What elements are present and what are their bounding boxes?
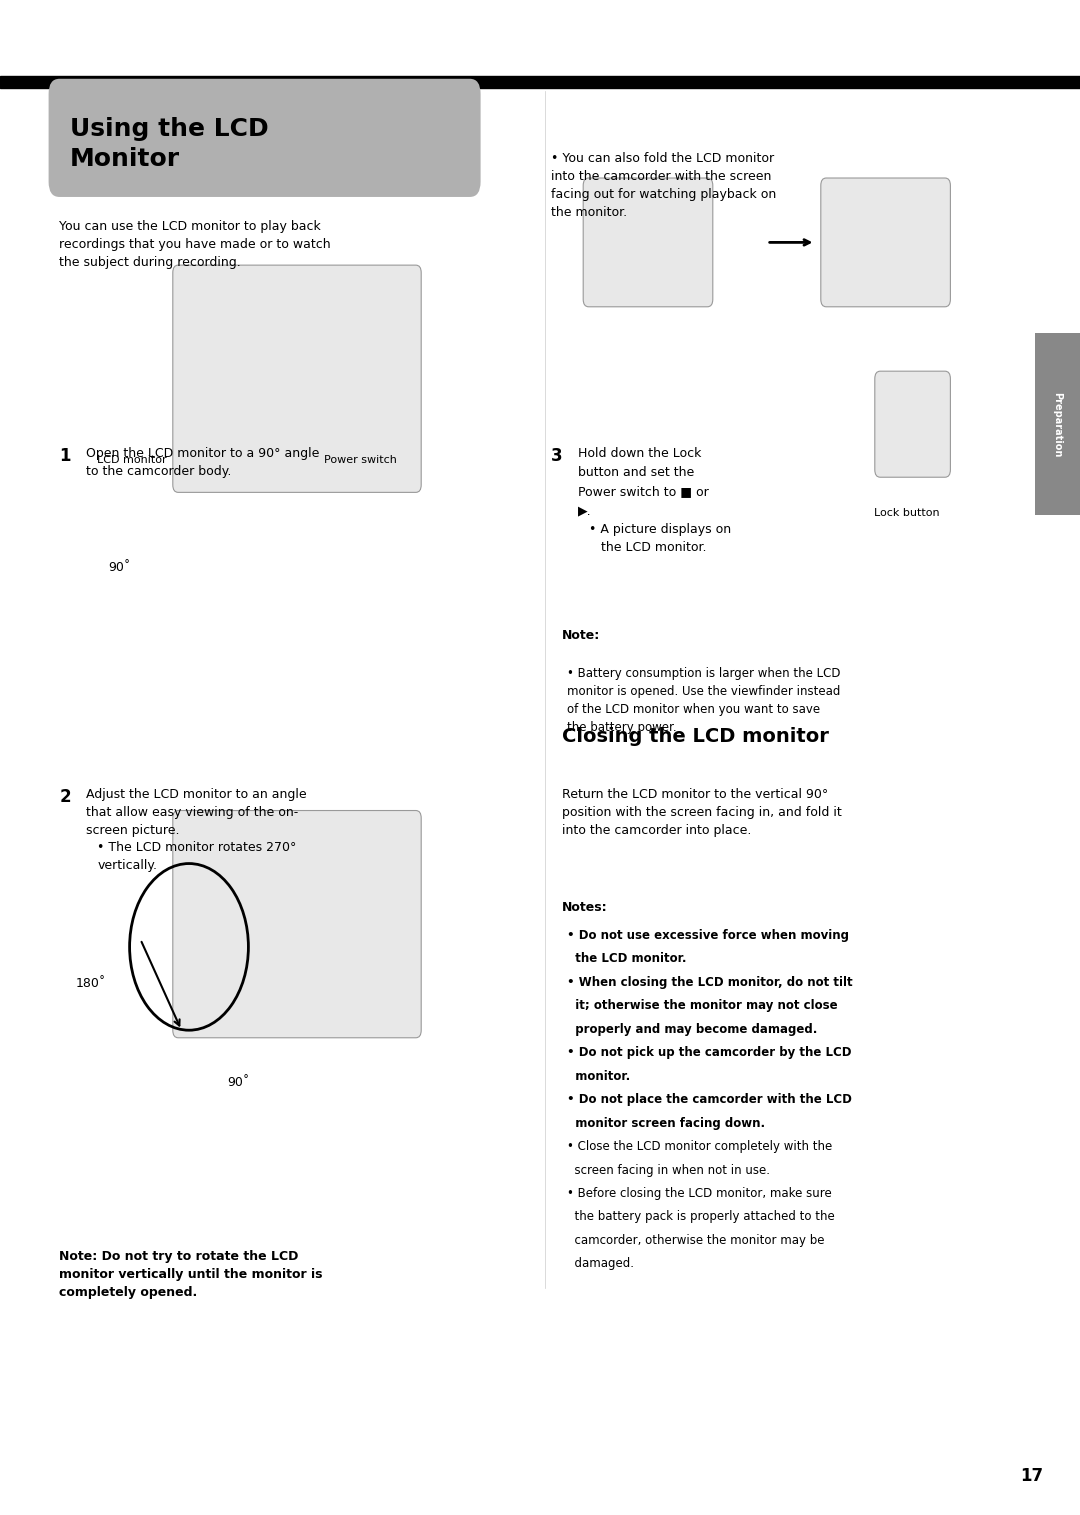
Text: You can use the LCD monitor to play back
recordings that you have made or to wat: You can use the LCD monitor to play back…: [59, 220, 332, 268]
Text: 1: 1: [59, 447, 71, 465]
Text: Hold down the Lock
button and set the
Power switch to ■ or
▶.: Hold down the Lock button and set the Po…: [578, 447, 708, 517]
Text: 90˚: 90˚: [108, 561, 131, 574]
Text: Power switch: Power switch: [324, 454, 396, 465]
Text: 17: 17: [1021, 1467, 1043, 1485]
Text: • Close the LCD monitor completely with the: • Close the LCD monitor completely with …: [567, 1141, 833, 1153]
Text: Open the LCD monitor to a 90° angle
to the camcorder body.: Open the LCD monitor to a 90° angle to t…: [86, 447, 320, 477]
Text: • Do not pick up the camcorder by the LCD: • Do not pick up the camcorder by the LC…: [567, 1047, 851, 1059]
Text: • Before closing the LCD monitor, make sure: • Before closing the LCD monitor, make s…: [567, 1188, 832, 1200]
Text: Note: Do not try to rotate the LCD
monitor vertically until the monitor is
compl: Note: Do not try to rotate the LCD monit…: [59, 1250, 323, 1298]
Text: • Battery consumption is larger when the LCD
monitor is opened. Use the viewfind: • Battery consumption is larger when the…: [567, 667, 840, 733]
Text: Preparation: Preparation: [1052, 391, 1063, 458]
Text: 180˚: 180˚: [76, 977, 106, 991]
Text: LCD monitor: LCD monitor: [97, 454, 166, 465]
Text: Adjust the LCD monitor to an angle
that allow easy viewing of the on-
screen pic: Adjust the LCD monitor to an angle that …: [86, 788, 307, 836]
Text: monitor screen facing down.: monitor screen facing down.: [567, 1117, 765, 1130]
Text: • Do not place the camcorder with the LCD: • Do not place the camcorder with the LC…: [567, 1094, 852, 1106]
Text: • Do not use excessive force when moving: • Do not use excessive force when moving: [567, 929, 849, 942]
FancyBboxPatch shape: [875, 371, 950, 477]
Text: 3: 3: [551, 447, 563, 465]
FancyBboxPatch shape: [1035, 333, 1080, 515]
Text: monitor.: monitor.: [567, 1070, 631, 1083]
Text: Notes:: Notes:: [562, 901, 607, 915]
Text: it; otherwise the monitor may not close: it; otherwise the monitor may not close: [567, 1000, 838, 1012]
Text: damaged.: damaged.: [567, 1257, 634, 1271]
FancyBboxPatch shape: [821, 179, 950, 308]
Text: • The LCD monitor rotates 270°
vertically.: • The LCD monitor rotates 270° verticall…: [97, 841, 297, 871]
Text: • You can also fold the LCD monitor
into the camcorder with the screen
facing ou: • You can also fold the LCD monitor into…: [551, 152, 777, 218]
Text: Return the LCD monitor to the vertical 90°
position with the screen facing in, a: Return the LCD monitor to the vertical 9…: [562, 788, 841, 836]
Text: the battery pack is properly attached to the: the battery pack is properly attached to…: [567, 1210, 835, 1224]
Text: camcorder, otherwise the monitor may be: camcorder, otherwise the monitor may be: [567, 1233, 824, 1247]
Text: 90˚: 90˚: [227, 1076, 249, 1089]
FancyBboxPatch shape: [583, 179, 713, 308]
Text: • A picture displays on
   the LCD monitor.: • A picture displays on the LCD monitor.: [589, 523, 731, 553]
Text: properly and may become damaged.: properly and may become damaged.: [567, 1023, 818, 1036]
Text: 2: 2: [59, 788, 71, 806]
Text: Using the LCD
Monitor: Using the LCD Monitor: [70, 117, 269, 171]
Text: Closing the LCD monitor: Closing the LCD monitor: [562, 727, 828, 747]
FancyBboxPatch shape: [49, 79, 481, 197]
Text: • When closing the LCD monitor, do not tilt: • When closing the LCD monitor, do not t…: [567, 976, 852, 989]
FancyBboxPatch shape: [173, 811, 421, 1038]
Text: Note:: Note:: [562, 629, 599, 642]
Text: screen facing in when not in use.: screen facing in when not in use.: [567, 1164, 770, 1177]
Text: the LCD monitor.: the LCD monitor.: [567, 953, 687, 965]
FancyBboxPatch shape: [173, 265, 421, 492]
Text: Lock button: Lock button: [874, 508, 940, 518]
Bar: [0, 76, 1080, 88]
